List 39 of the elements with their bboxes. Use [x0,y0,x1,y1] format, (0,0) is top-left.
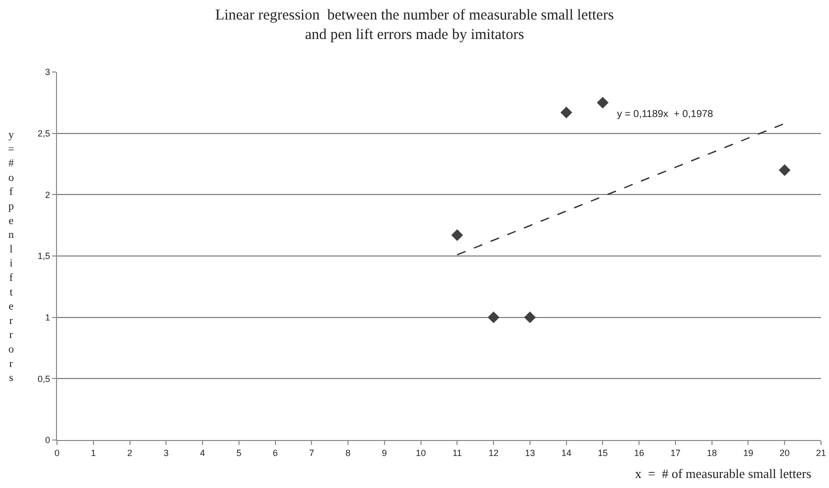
x-tick-label: 9 [382,448,387,458]
x-tick-label: 21 [816,448,826,458]
x-tick-label: 16 [634,448,644,458]
y-tick-label: 2 [45,190,50,200]
x-tick-label: 20 [780,448,790,458]
y-tick-label: 0 [45,435,50,446]
x-tick-label: 3 [164,448,169,458]
x-tick-label: 0 [54,448,60,458]
x-tick-label: 11 [452,448,462,458]
x-tick-label: 13 [524,448,535,458]
x-tick-label: 2 [127,448,132,458]
y-tick-label: 3 [45,67,50,78]
y-tick-label: 0,5 [38,374,50,384]
x-tick-label: 17 [670,448,680,458]
point [524,311,536,324]
x-tick-label: 6 [272,448,278,458]
x-tick-label: 7 [309,448,314,458]
y-tick-label: 2,5 [38,128,50,138]
point [488,311,500,324]
chart-title: Linear regression between the number of measurable small letters and pen lift errors made by imitators [215,8,614,44]
x-tick-label: 1 [90,448,96,458]
x-tick-label: 18 [706,448,717,458]
x-tick-label: 10 [416,448,426,458]
x-tick-label: 12 [488,448,499,458]
x-tick-label: 4 [200,448,206,458]
x-tick-label: 19 [743,448,754,458]
y-tick-label: 1,5 [38,251,50,262]
point [596,96,609,109]
annotation: y = 0,1189x + 0,1978 [617,109,714,120]
text: y = # of pen lift errors [8,129,14,384]
point [778,164,790,176]
y-tick-label: 1 [45,312,50,322]
x-tick-label: 15 [598,448,608,458]
point [560,106,572,118]
x-tick-label: 8 [346,448,351,458]
x-axis-title: x = # of measurable small letters [635,466,812,481]
x-tick-label: 5 [236,448,242,458]
point [451,229,464,241]
x-tick-label: 14 [561,448,572,458]
